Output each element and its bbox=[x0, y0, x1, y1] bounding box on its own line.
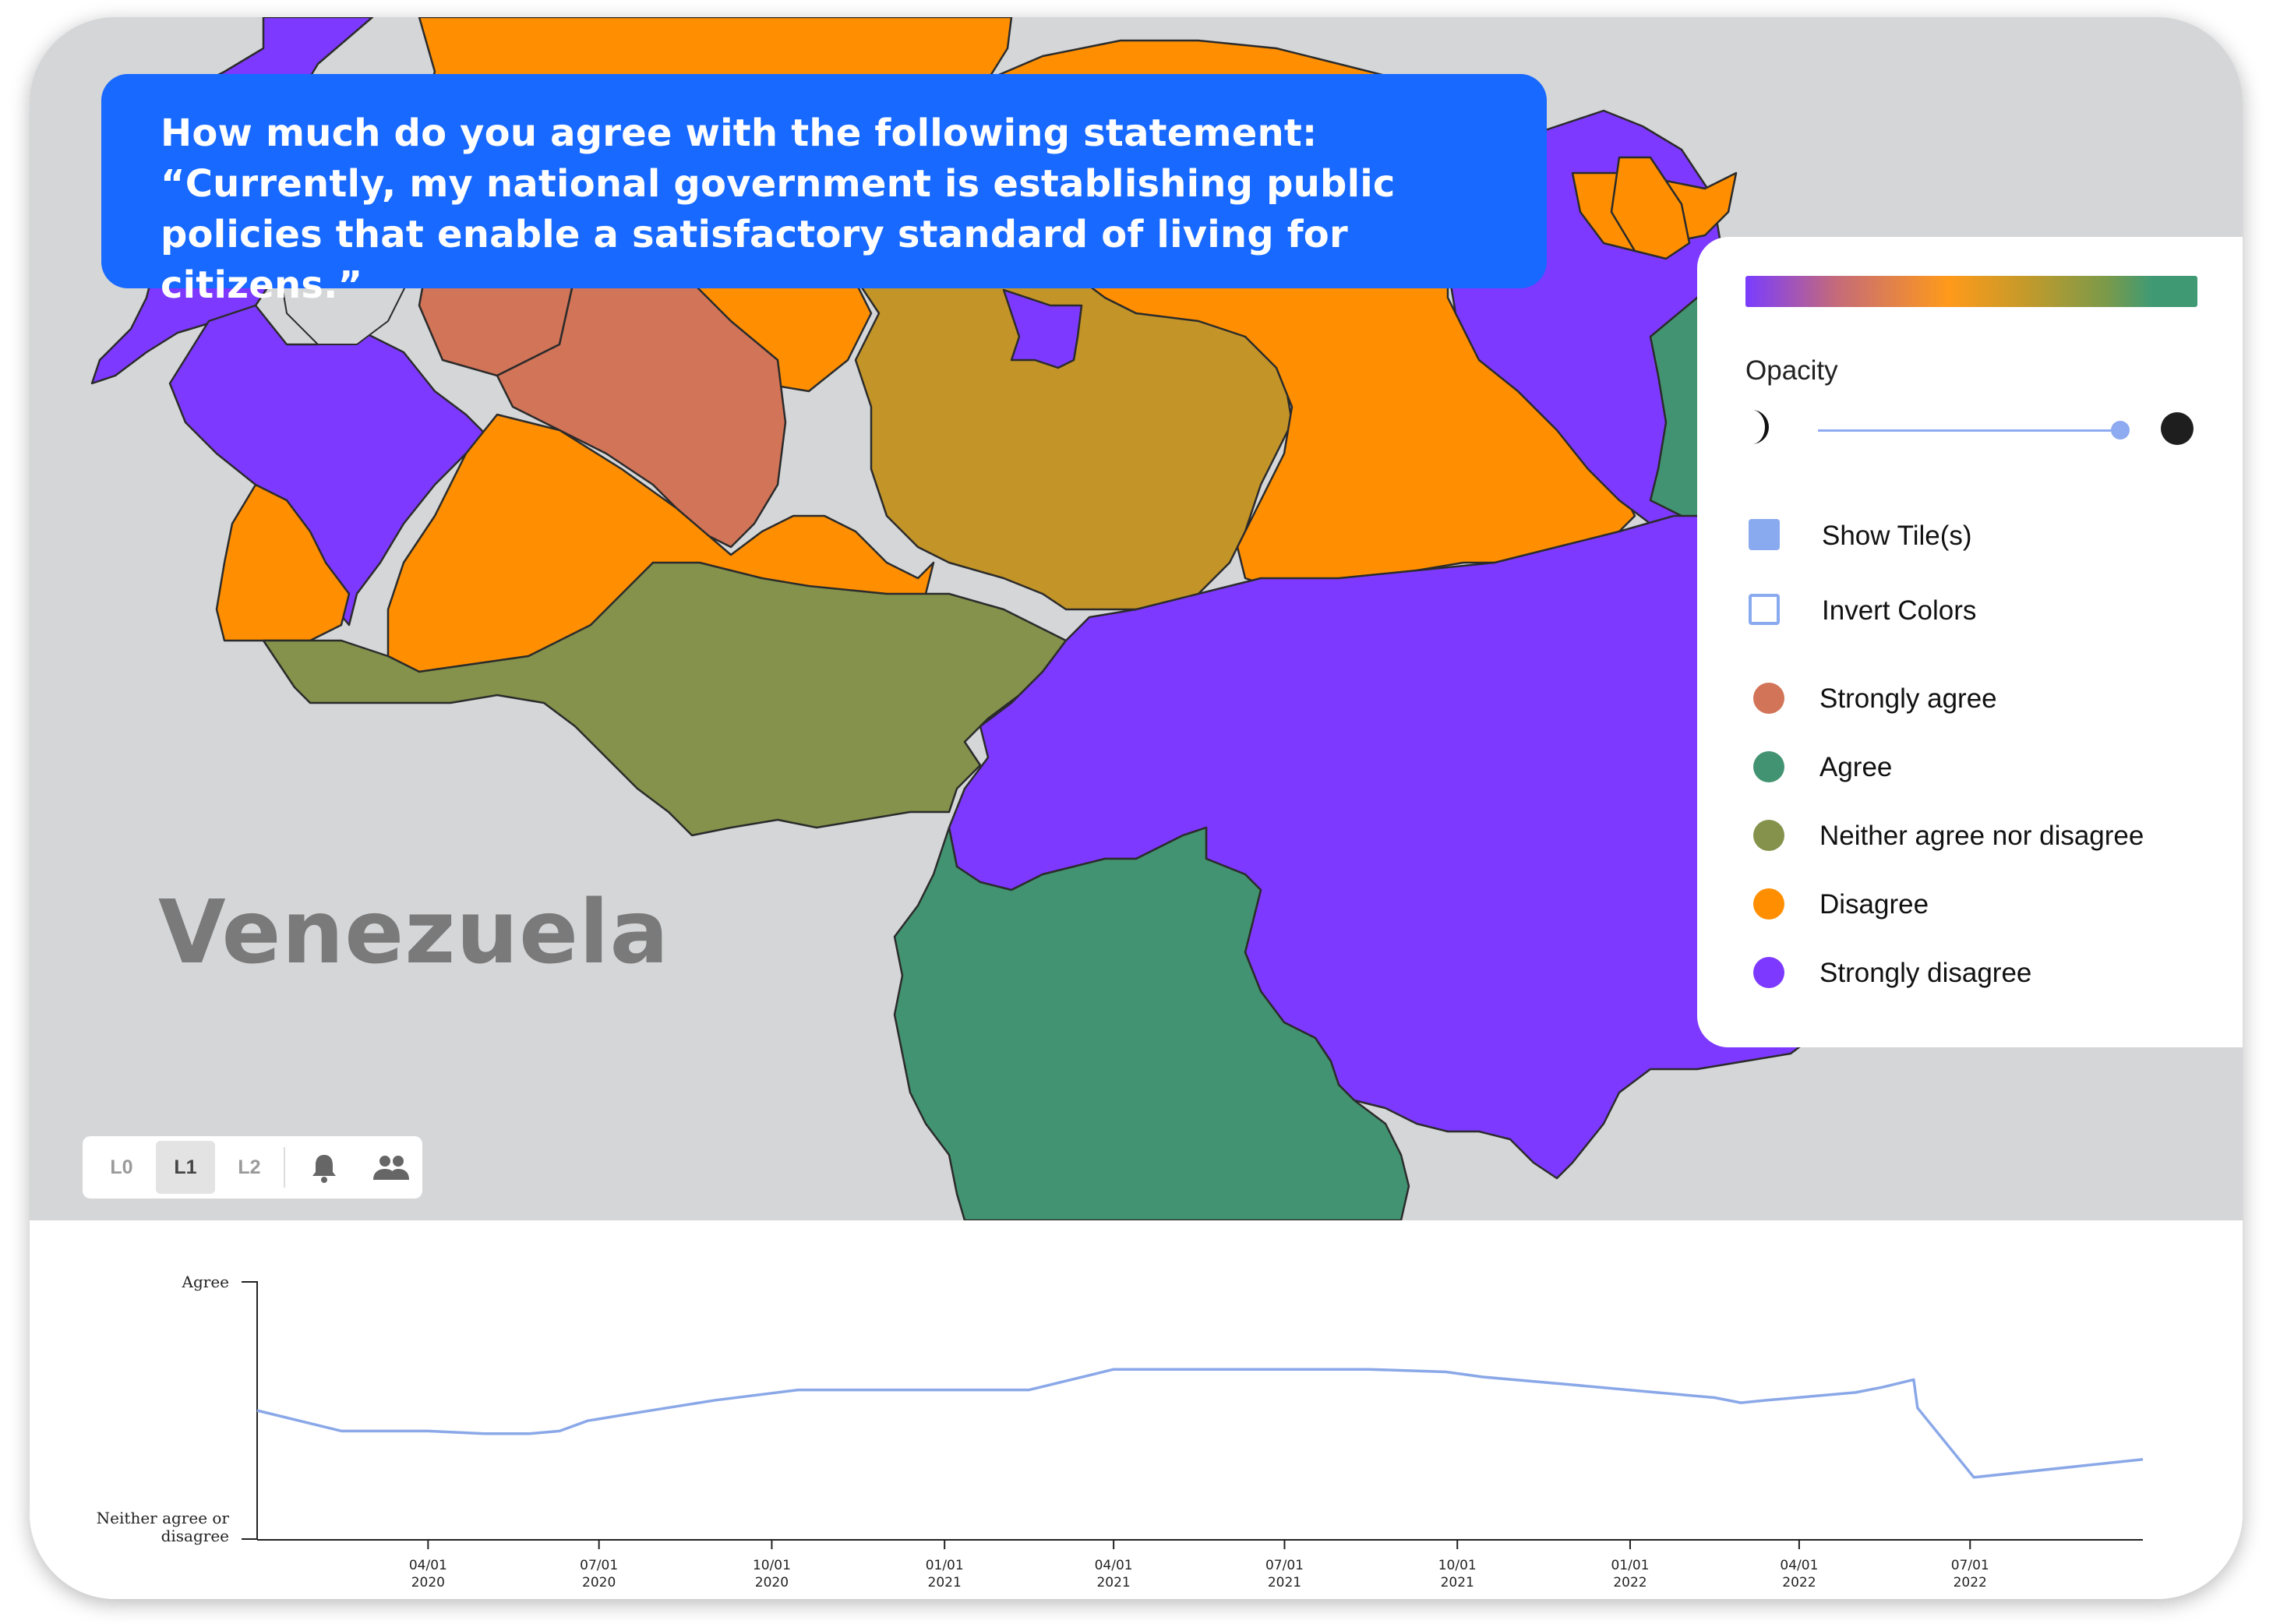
x-tick-label: 2022 bbox=[1613, 1575, 1647, 1590]
legend-dot bbox=[1753, 820, 1784, 851]
trend-chart: Agree Neither agree or disagree 04/01 202… bbox=[97, 1273, 2144, 1590]
question-text: How much do you agree with the following… bbox=[161, 111, 1396, 307]
legend-label: Agree bbox=[1819, 752, 1893, 782]
level-button-l2[interactable]: L2 bbox=[238, 1156, 261, 1178]
legend-label: Strongly disagree bbox=[1819, 958, 2032, 988]
x-ticks: 04/01 2020 07/01 2020 10/01 2020 01/01 2021 04/0… bbox=[409, 1540, 1989, 1590]
x-tick-label: 07/01 bbox=[580, 1558, 618, 1573]
region-apure[interactable] bbox=[262, 561, 1068, 837]
series-line bbox=[256, 1368, 2144, 1479]
x-tick-label: 01/01 bbox=[1611, 1558, 1649, 1573]
country-label: Venezuela bbox=[158, 882, 670, 983]
x-tick-label: 2022 bbox=[1954, 1575, 1987, 1590]
invert-colors-checkbox[interactable] bbox=[1749, 594, 1780, 625]
legend-panel: Opacity Show Tile(s) Invert Colors Stron… bbox=[1697, 237, 2243, 1047]
toolbar-divider bbox=[284, 1147, 285, 1188]
map-area[interactable]: How much do you agree with the following… bbox=[30, 17, 2243, 1220]
x-tick-label: 04/01 bbox=[1095, 1558, 1133, 1573]
y-label-bottom-line1: Neither agree or bbox=[97, 1509, 230, 1527]
region-sucre[interactable] bbox=[1610, 156, 1691, 260]
show-tiles-label: Show Tile(s) bbox=[1822, 521, 1972, 551]
trend-chart-area: Agree Neither agree or disagree 04/01 202… bbox=[30, 1220, 2243, 1599]
color-gradient-bar bbox=[1745, 276, 2197, 307]
region-coastal-purple[interactable] bbox=[1002, 288, 1083, 369]
level-button-l1[interactable]: L1 bbox=[156, 1141, 215, 1194]
x-tick-label: 2021 bbox=[1441, 1575, 1474, 1590]
x-tick-label: 2021 bbox=[1268, 1575, 1301, 1590]
legend-label: Strongly agree bbox=[1819, 683, 1997, 714]
y-label-top: Agree bbox=[182, 1273, 229, 1291]
x-tick-label: 10/01 bbox=[753, 1558, 791, 1573]
opacity-label: Opacity bbox=[1745, 355, 1838, 386]
x-tick-label: 2021 bbox=[1096, 1575, 1130, 1590]
show-tiles-checkbox[interactable] bbox=[1749, 519, 1780, 550]
invert-colors-label: Invert Colors bbox=[1822, 595, 1977, 626]
x-tick-label: 01/01 bbox=[926, 1558, 964, 1573]
legend-dot bbox=[1753, 751, 1784, 782]
region-amazonas[interactable] bbox=[893, 826, 1410, 1220]
x-tick-label: 2020 bbox=[755, 1575, 789, 1590]
opacity-slider-thumb[interactable] bbox=[2111, 421, 2130, 440]
x-tick-label: 04/01 bbox=[409, 1558, 447, 1573]
legend-dot bbox=[1753, 888, 1784, 920]
x-tick-label: 07/01 bbox=[1265, 1558, 1304, 1573]
x-tick-label: 10/01 bbox=[1438, 1558, 1477, 1573]
x-tick-label: 07/01 bbox=[1951, 1558, 1989, 1573]
x-tick-label: 2022 bbox=[1782, 1575, 1816, 1590]
x-tick-label: 2020 bbox=[411, 1575, 445, 1590]
opacity-slider[interactable] bbox=[1818, 429, 2122, 432]
x-tick-label: 2021 bbox=[928, 1575, 962, 1590]
people-icon[interactable] bbox=[371, 1150, 411, 1184]
full-opacity-icon bbox=[2161, 412, 2194, 445]
moon-icon bbox=[1752, 410, 1769, 444]
legend-label: Neither agree nor disagree bbox=[1819, 821, 2144, 851]
y-label-bottom-line2: disagree bbox=[161, 1527, 229, 1545]
app-frame: How much do you agree with the following… bbox=[30, 17, 2243, 1599]
bell-icon[interactable] bbox=[307, 1150, 341, 1184]
legend-dot bbox=[1753, 683, 1784, 714]
legend-label: Disagree bbox=[1819, 889, 1929, 920]
level-toolbar: L0 L1 L2 bbox=[83, 1136, 422, 1199]
x-tick-label: 2020 bbox=[582, 1575, 616, 1590]
question-banner: How much do you agree with the following… bbox=[101, 74, 1547, 307]
x-tick-label: 04/01 bbox=[1780, 1558, 1818, 1573]
level-button-l0[interactable]: L0 bbox=[110, 1156, 133, 1178]
legend-dot bbox=[1753, 957, 1784, 988]
